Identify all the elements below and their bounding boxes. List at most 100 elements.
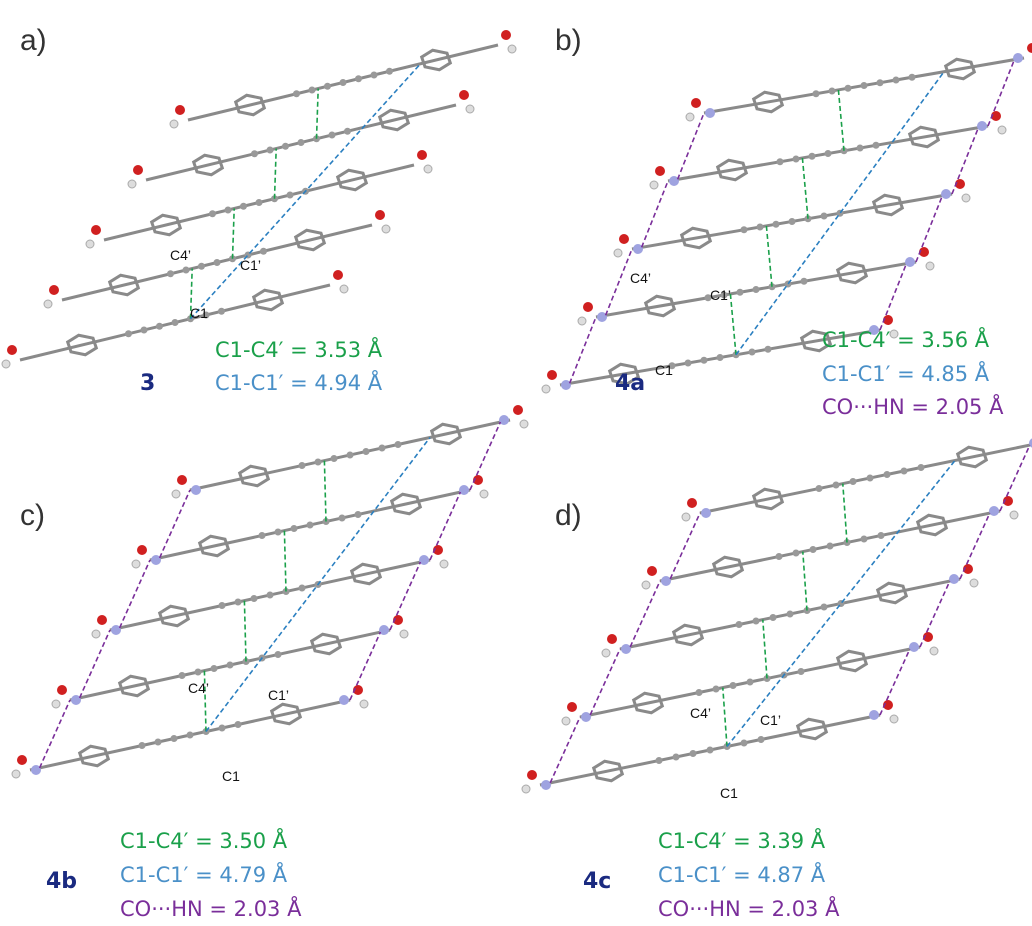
hydrogen [508,45,516,53]
atom [267,147,274,154]
oxygen [567,702,577,712]
atom [821,604,828,611]
hydrogen-bond [642,181,668,247]
atom [909,74,916,81]
atom-label: C1 [222,768,240,784]
molecule-backbone [700,443,1032,513]
atom [857,145,864,152]
hydrogen [86,240,94,248]
atom [753,618,760,625]
hydrogen [562,717,570,725]
atom [260,248,267,255]
figure: a) C4’ C1’ C1 C1-C4′ = 3.53 Å C1-C1′ = 4… [0,0,1032,926]
hydrogen-bond [670,513,700,579]
atom-label: C1 [190,305,208,321]
atom [741,226,748,233]
stacking-contact [244,601,246,662]
atom [155,739,162,746]
atom [901,468,908,475]
atom [753,286,760,293]
hydrogen [522,785,530,793]
hydrogen-bond [590,649,620,715]
distance: C1-C4′ = 3.39 Å [658,827,826,853]
nitrogen [621,644,631,654]
hydrogen [642,581,650,589]
nitrogen [191,485,201,495]
hydrogen [400,630,408,638]
atom [211,665,218,672]
hydrogen [466,105,474,113]
atom [125,330,132,337]
nitrogen [905,257,915,267]
hydrogen [998,126,1006,134]
atom [167,270,174,277]
nitrogen [339,695,349,705]
hydrogen [602,649,610,657]
atom [179,672,186,679]
hydrogen-bond [550,717,580,783]
atom [187,732,194,739]
atom [787,611,794,618]
atom [363,448,370,455]
hydrogen [1010,511,1018,519]
atom [770,614,777,621]
hydrogen-bond [920,581,950,647]
stacking-contact [284,531,286,592]
atom [141,327,148,334]
hydrogen-bond [80,630,110,698]
c1-c1-contact [206,438,430,732]
atom [829,88,836,95]
atom [309,87,316,94]
nitrogen [541,780,551,790]
atom [183,267,190,274]
hydrogen-bond [1000,445,1030,511]
atom [749,349,756,356]
oxygen [177,475,187,485]
oxygen [175,105,185,115]
atom-label: C1 [655,362,673,378]
atom [240,203,247,210]
hydrogen-bond [120,560,150,628]
atom [801,278,808,285]
atom-label: C4’ [170,247,191,263]
atom [773,221,780,228]
compound: 4a [615,371,645,396]
distance: CO···HN = 2.03 Å [658,895,840,921]
hydrogen [890,715,898,723]
oxygen [375,210,385,220]
atom [893,77,900,84]
atom [251,595,258,602]
atom [656,757,663,764]
atom [696,689,703,696]
oxygen [687,498,697,508]
stacking-contact [317,89,319,139]
stacking-contact [766,226,772,287]
atom [259,532,266,539]
oxygen [137,545,147,555]
atom [730,682,737,689]
oxygen [607,634,617,644]
hydrogen [686,113,694,121]
compound: 4c [583,869,611,894]
stacking-contact [763,620,767,679]
atom [219,602,226,609]
hydrogen-bond [988,60,1014,126]
atom [218,308,225,315]
hydrogen [2,360,10,368]
oxygen [459,90,469,100]
atom [701,357,708,364]
atom [340,79,347,86]
oxygen [619,234,629,244]
nitrogen [701,508,711,518]
hydrogen [962,194,970,202]
atom [758,736,765,743]
distance: C1-C1′ = 4.79 Å [120,861,288,887]
atom [371,72,378,79]
hydrogen [92,630,100,638]
hydrogen-bond [606,249,632,315]
compound: 4b [46,869,77,894]
atom [776,553,783,560]
atom [717,354,724,361]
stacking-contact [324,461,326,522]
compound: 3 [140,371,155,396]
